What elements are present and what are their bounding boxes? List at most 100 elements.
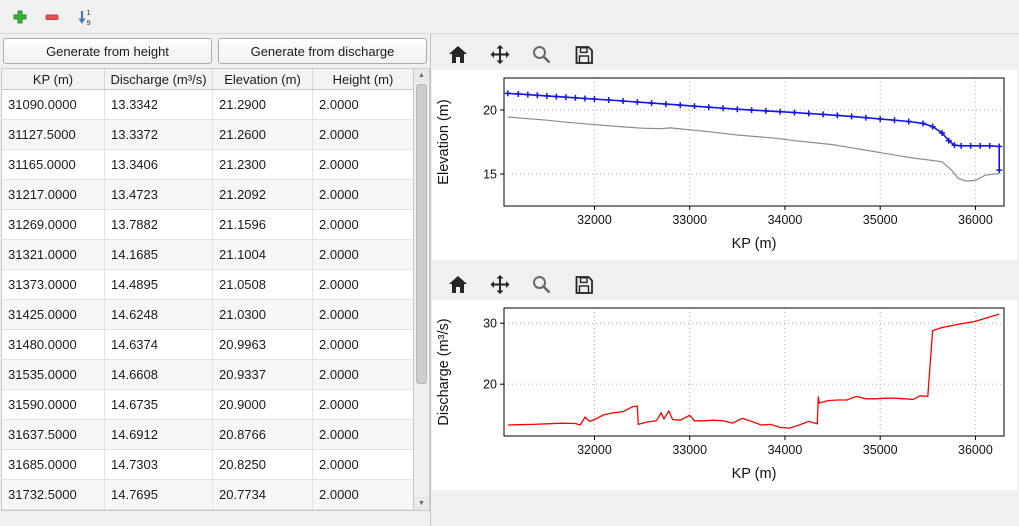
- table-cell[interactable]: 31685.0000: [2, 450, 105, 480]
- plots-panel: 32000 33000 34000 35000 36000 15 20 KP (m) Eleva…: [431, 34, 1019, 526]
- table-cell[interactable]: 31637.5000: [2, 420, 105, 450]
- table-cell[interactable]: 31535.0000: [2, 360, 105, 390]
- table-cell[interactable]: 2.0000: [313, 270, 413, 300]
- move-icon: [490, 45, 510, 64]
- data-table: KP (m) Discharge (m³/s) Elevation (m) Heigh…: [1, 68, 414, 511]
- save-button[interactable]: [570, 41, 598, 69]
- pan-button[interactable]: [486, 41, 514, 69]
- table-cell[interactable]: 31090.0000: [2, 90, 105, 120]
- table-cell[interactable]: 20.9963: [213, 330, 313, 360]
- table-cell[interactable]: 31373.0000: [2, 270, 105, 300]
- table-cell[interactable]: 20.8250: [213, 450, 313, 480]
- scroll-down-icon[interactable]: ▼: [414, 497, 429, 510]
- data-table-area: KP (m) Discharge (m³/s) Elevation (m) Heigh…: [1, 68, 430, 511]
- table-cell[interactable]: 21.2300: [213, 150, 313, 180]
- table-cell[interactable]: 2.0000: [313, 360, 413, 390]
- table-cell[interactable]: 21.0300: [213, 300, 313, 330]
- x-tick-label: 35000: [863, 443, 898, 457]
- table-cell[interactable]: 2.0000: [313, 180, 413, 210]
- table-cell[interactable]: 2.0000: [313, 480, 413, 510]
- table-cell[interactable]: 20.9337: [213, 360, 313, 390]
- elevation-chart[interactable]: 32000 33000 34000 35000 36000 15 20 KP (m) Eleva…: [432, 70, 1017, 260]
- table-cell[interactable]: 2.0000: [313, 390, 413, 420]
- plot-area: [504, 78, 1004, 206]
- remove-icon: [45, 14, 59, 20]
- table-cell[interactable]: 14.6608: [105, 360, 213, 390]
- data-table-body: 31090.0000 13.3342 21.2900 2.0000 31127.5000…: [2, 90, 413, 510]
- table-cell[interactable]: 13.3406: [105, 150, 213, 180]
- sort-rows-button[interactable]: 1 9: [70, 4, 98, 30]
- table-cell[interactable]: 2.0000: [313, 420, 413, 450]
- scroll-up-icon[interactable]: ▲: [414, 69, 429, 82]
- column-header[interactable]: Elevation (m): [213, 69, 313, 90]
- table-cell[interactable]: 13.3342: [105, 90, 213, 120]
- table-cell[interactable]: 2.0000: [313, 450, 413, 480]
- pan-button[interactable]: [486, 271, 514, 299]
- table-cell[interactable]: 13.4723: [105, 180, 213, 210]
- table-cell[interactable]: 21.2900: [213, 90, 313, 120]
- table-row: 31321.0000 14.1685 21.1004 2.0000: [2, 240, 413, 270]
- zoom-button[interactable]: [528, 41, 556, 69]
- table-row: 31685.0000 14.7303 20.8250 2.0000: [2, 450, 413, 480]
- table-cell[interactable]: 14.6248: [105, 300, 213, 330]
- table-cell[interactable]: 31590.0000: [2, 390, 105, 420]
- home-button[interactable]: [444, 271, 472, 299]
- table-cell[interactable]: 21.1004: [213, 240, 313, 270]
- add-icon: [13, 10, 27, 23]
- table-cell[interactable]: 31732.5000: [2, 480, 105, 510]
- remove-row-button[interactable]: [38, 4, 66, 30]
- table-cell[interactable]: 2.0000: [313, 300, 413, 330]
- scrollbar-thumb[interactable]: [416, 84, 427, 384]
- table-cell[interactable]: 2.0000: [313, 210, 413, 240]
- main-toolbar: 1 9: [0, 0, 1019, 34]
- generate-from-height-button[interactable]: Generate from height: [3, 38, 212, 64]
- discharge-chart[interactable]: 32000 33000 34000 35000 36000 20 30 KP (m) Disch…: [432, 300, 1017, 490]
- table-cell[interactable]: 14.6735: [105, 390, 213, 420]
- zoom-button[interactable]: [528, 271, 556, 299]
- table-cell[interactable]: 2.0000: [313, 150, 413, 180]
- table-cell[interactable]: 21.1596: [213, 210, 313, 240]
- table-cell[interactable]: 13.7882: [105, 210, 213, 240]
- table-cell[interactable]: 20.8766: [213, 420, 313, 450]
- generate-from-discharge-button[interactable]: Generate from discharge: [218, 38, 427, 64]
- table-cell[interactable]: 21.2600: [213, 120, 313, 150]
- table-cell[interactable]: 31321.0000: [2, 240, 105, 270]
- table-cell[interactable]: 20.9000: [213, 390, 313, 420]
- table-row: 31535.0000 14.6608 20.9337 2.0000: [2, 360, 413, 390]
- table-cell[interactable]: 31425.0000: [2, 300, 105, 330]
- x-tick-label: 36000: [958, 213, 993, 227]
- table-cell[interactable]: 31165.0000: [2, 150, 105, 180]
- add-row-button[interactable]: [6, 4, 34, 30]
- table-row: 31425.0000 14.6248 21.0300 2.0000: [2, 300, 413, 330]
- home-button[interactable]: [444, 41, 472, 69]
- table-row: 31269.0000 13.7882 21.1596 2.0000: [2, 210, 413, 240]
- table-cell[interactable]: 21.0508: [213, 270, 313, 300]
- table-cell[interactable]: 14.1685: [105, 240, 213, 270]
- column-header[interactable]: KP (m): [2, 69, 105, 90]
- table-cell[interactable]: 21.2092: [213, 180, 313, 210]
- discharge-plot-toolbar: [432, 270, 1018, 300]
- table-cell[interactable]: 2.0000: [313, 120, 413, 150]
- table-cell[interactable]: 14.6912: [105, 420, 213, 450]
- table-cell[interactable]: 14.4895: [105, 270, 213, 300]
- table-cell[interactable]: 20.7734: [213, 480, 313, 510]
- save-button[interactable]: [570, 271, 598, 299]
- table-cell[interactable]: 2.0000: [313, 330, 413, 360]
- table-cell[interactable]: 31217.0000: [2, 180, 105, 210]
- table-cell[interactable]: 2.0000: [313, 240, 413, 270]
- table-cell[interactable]: 14.7695: [105, 480, 213, 510]
- column-header[interactable]: Discharge (m³/s): [105, 69, 213, 90]
- table-cell[interactable]: 14.6374: [105, 330, 213, 360]
- table-cell[interactable]: 31269.0000: [2, 210, 105, 240]
- table-cell[interactable]: 31480.0000: [2, 330, 105, 360]
- table-scrollbar[interactable]: ▲ ▼: [414, 68, 430, 511]
- home-icon: [449, 46, 467, 63]
- table-row: 31590.0000 14.6735 20.9000 2.0000: [2, 390, 413, 420]
- column-header[interactable]: Height (m): [313, 69, 413, 90]
- table-cell[interactable]: 2.0000: [313, 90, 413, 120]
- table-cell[interactable]: 14.7303: [105, 450, 213, 480]
- table-cell[interactable]: 13.3372: [105, 120, 213, 150]
- table-cell[interactable]: 31127.5000: [2, 120, 105, 150]
- scrollbar-track[interactable]: [414, 82, 429, 497]
